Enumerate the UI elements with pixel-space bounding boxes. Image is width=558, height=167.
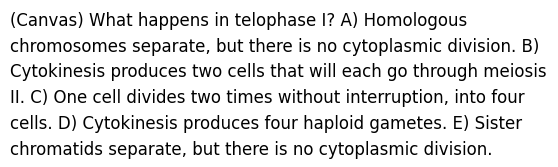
Text: chromatids separate, but there is no cytoplasmic division.: chromatids separate, but there is no cyt… [10,141,493,159]
Text: (Canvas) What happens in telophase I? A) Homologous: (Canvas) What happens in telophase I? A)… [10,12,467,30]
Text: II. C) One cell divides two times without interruption, into four: II. C) One cell divides two times withou… [10,89,525,107]
Text: cells. D) Cytokinesis produces four haploid gametes. E) Sister: cells. D) Cytokinesis produces four hapl… [10,115,522,133]
Text: Cytokinesis produces two cells that will each go through meiosis: Cytokinesis produces two cells that will… [10,63,547,81]
Text: chromosomes separate, but there is no cytoplasmic division. B): chromosomes separate, but there is no cy… [10,38,540,56]
